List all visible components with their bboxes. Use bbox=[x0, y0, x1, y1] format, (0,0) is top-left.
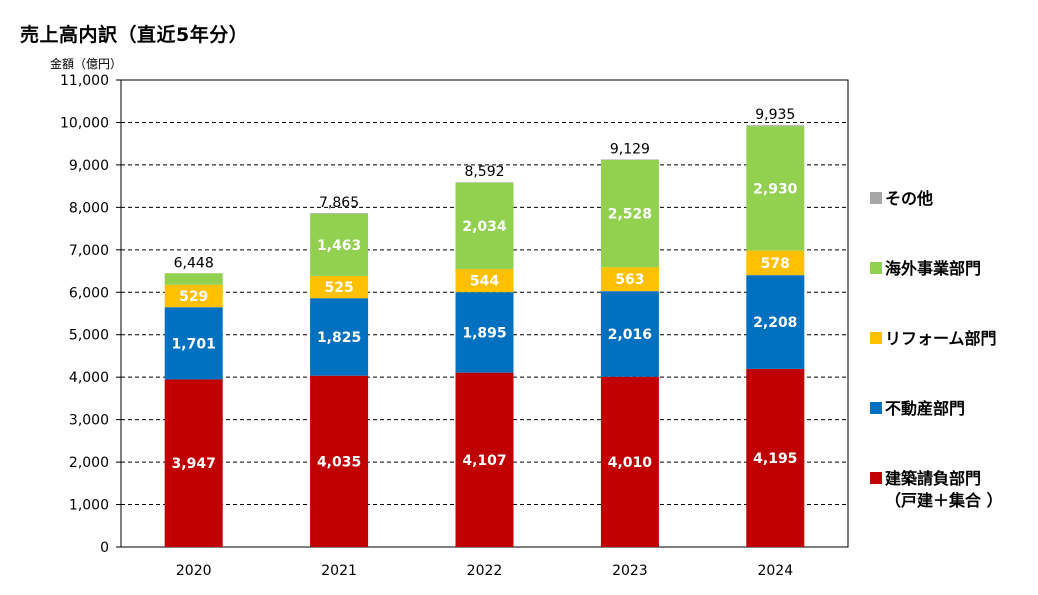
legend-item-construction: 建築請負部門 （戸建＋集合 ） bbox=[870, 468, 1003, 512]
bar-data-label: 2,016 bbox=[608, 327, 652, 343]
y-tick-label: 10,000 bbox=[60, 115, 109, 131]
bar-data-label: 1,895 bbox=[462, 325, 506, 341]
bar-segment bbox=[600, 159, 659, 160]
bar-data-label: 544 bbox=[470, 274, 499, 290]
y-tick-label: 3,000 bbox=[69, 413, 109, 429]
legend-swatch-real-estate bbox=[870, 402, 882, 414]
legend-label-other: その他 bbox=[885, 189, 934, 208]
bar-segment bbox=[310, 375, 369, 547]
bar-segment bbox=[164, 273, 223, 285]
bar-total-label: 6,448 bbox=[174, 255, 214, 271]
bar-segment bbox=[746, 126, 805, 251]
y-tick-label: 6,000 bbox=[69, 285, 109, 301]
legend-label-real-estate: 不動産部門 bbox=[885, 399, 966, 418]
bar-data-label: 2,208 bbox=[753, 315, 797, 331]
bar-segment bbox=[310, 298, 369, 376]
bar-data-label: 4,035 bbox=[317, 454, 361, 470]
x-tick-label: 2023 bbox=[612, 563, 648, 579]
bar-data-label: 3,947 bbox=[172, 456, 216, 472]
bar-data-label: 529 bbox=[179, 289, 208, 305]
bar-segment bbox=[455, 372, 514, 547]
y-tick-label: 1,000 bbox=[69, 498, 109, 514]
y-tick-label: 11,000 bbox=[60, 73, 109, 89]
legend-label-construction: 建築請負部門 bbox=[885, 469, 982, 488]
legend-construction-text: 建築請負部門 （戸建＋集合 ） bbox=[885, 468, 1003, 512]
bar-data-label: 2,528 bbox=[608, 207, 652, 223]
legend-swatch-construction bbox=[870, 472, 882, 484]
x-tick-label: 2024 bbox=[757, 563, 793, 579]
legend-label-reform: リフォーム部門 bbox=[885, 329, 997, 348]
x-tick-label: 2020 bbox=[176, 563, 212, 579]
bar-segment bbox=[455, 269, 514, 293]
bar-data-label: 2,034 bbox=[462, 219, 507, 235]
bar-segment bbox=[164, 307, 223, 380]
bar-total-label: 9,129 bbox=[610, 141, 650, 157]
legend-swatch-reform bbox=[870, 332, 882, 344]
bar-data-label: 4,107 bbox=[462, 453, 506, 469]
y-tick-label: 5,000 bbox=[69, 328, 109, 344]
bar-total-label: 9,935 bbox=[755, 107, 795, 123]
bar-total-label: 7,865 bbox=[319, 195, 359, 211]
x-tick-label: 2022 bbox=[467, 563, 503, 579]
y-tick-label: 7,000 bbox=[69, 243, 109, 259]
bar-segment bbox=[600, 267, 659, 292]
bar-data-label: 525 bbox=[324, 280, 353, 296]
bar-data-label: 1,825 bbox=[317, 330, 361, 346]
x-tick-label: 2021 bbox=[321, 563, 357, 579]
y-tick-label: 4,000 bbox=[69, 370, 109, 386]
bar-data-label: 2,930 bbox=[753, 181, 798, 197]
bar-segment bbox=[746, 275, 805, 369]
bar-segment bbox=[455, 182, 514, 270]
bar-segment bbox=[600, 376, 659, 547]
legend-item-real-estate: 不動産部門 bbox=[870, 398, 965, 420]
bar-segment bbox=[746, 125, 805, 127]
bar-segment bbox=[310, 213, 369, 276]
bar-segment bbox=[164, 284, 223, 308]
bar-segment bbox=[310, 275, 369, 299]
bar-segment bbox=[164, 379, 223, 547]
legend-label-overseas: 海外事業部門 bbox=[885, 259, 982, 278]
legend-item-overseas: 海外事業部門 bbox=[870, 258, 981, 280]
bar-segment bbox=[455, 292, 514, 373]
bar-data-label: 1,463 bbox=[317, 238, 361, 254]
bar-segment bbox=[746, 368, 805, 547]
bar-segment bbox=[310, 213, 369, 214]
legend-swatch-overseas bbox=[870, 262, 882, 274]
legend-sublabel-construction: （戸建＋集合 ） bbox=[885, 491, 1003, 510]
bar-data-label: 4,010 bbox=[608, 455, 653, 471]
bar-segment bbox=[746, 250, 805, 276]
bar-data-label: 1,701 bbox=[172, 336, 216, 352]
legend-item-reform: リフォーム部門 bbox=[870, 328, 997, 350]
bar-data-label: 4,195 bbox=[753, 451, 797, 467]
bar-segment bbox=[455, 182, 514, 183]
bar-total-label: 8,592 bbox=[464, 164, 504, 180]
bar-segment bbox=[600, 291, 659, 377]
y-tick-label: 8,000 bbox=[69, 200, 109, 216]
y-axis-unit-label: 金額（億円） bbox=[50, 57, 123, 71]
bar-segment bbox=[600, 159, 659, 268]
bar-data-label: 578 bbox=[761, 256, 790, 272]
bar-data-label: 563 bbox=[615, 272, 644, 288]
chart-title: 売上高内訳（直近5年分） bbox=[20, 24, 249, 46]
y-tick-label: 9,000 bbox=[69, 158, 109, 174]
legend-swatch-other bbox=[870, 192, 882, 204]
legend-item-other: その他 bbox=[870, 188, 933, 210]
y-tick-label: 0 bbox=[100, 540, 109, 556]
y-tick-label: 2,000 bbox=[69, 455, 109, 471]
